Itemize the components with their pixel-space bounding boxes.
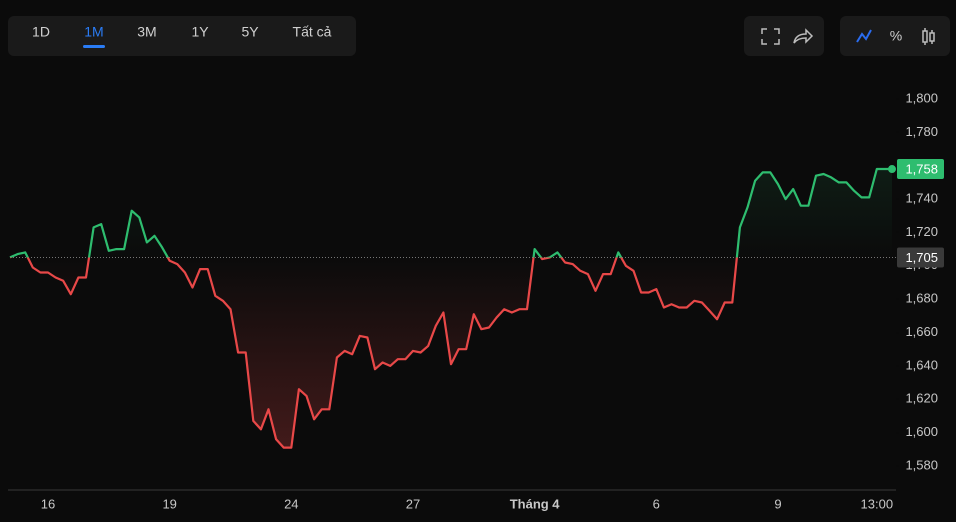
line-view-icon[interactable]	[856, 29, 872, 43]
range-button[interactable]: 3M	[137, 24, 156, 40]
baseline-tag	[897, 247, 944, 268]
baseline-label: 1,705	[905, 250, 938, 265]
x-tick-label: Tháng 4	[510, 496, 561, 511]
y-tick-label: 1,660	[905, 324, 938, 339]
x-tick-label: 13:00	[861, 496, 894, 511]
range-button[interactable]: 5Y	[241, 24, 259, 40]
tools-panel	[744, 16, 824, 56]
range-button[interactable]: Tất cả	[293, 24, 332, 40]
range-buttons: 1D 1M 3M 1Y 5Y Tất cả	[32, 24, 332, 48]
x-tick-label: 16	[41, 496, 55, 511]
x-tick-label: 6	[653, 496, 660, 511]
area	[10, 169, 892, 448]
view-panel	[840, 16, 950, 56]
x-tick-label: 9	[774, 496, 781, 511]
y-tick-label: 1,580	[905, 457, 938, 472]
y-tick-label: 1,720	[905, 224, 938, 239]
x-tick-label: 27	[406, 496, 420, 511]
y-tick-label: 1,640	[905, 357, 938, 372]
y-tick-label: 1,600	[905, 424, 938, 439]
range-button[interactable]: 1Y	[191, 24, 209, 40]
last-value-label: 1,758	[905, 161, 938, 176]
y-tick-label: 1,780	[905, 124, 938, 139]
y-tick-label: 1,740	[905, 190, 938, 205]
x-tick-label: 24	[284, 496, 298, 511]
last-point	[888, 165, 896, 174]
active-underline	[83, 45, 105, 48]
y-tick-label: 1,680	[905, 291, 938, 306]
range-button[interactable]: 1D	[32, 24, 50, 40]
share-icon[interactable]	[793, 28, 814, 44]
fullscreen-icon[interactable]	[761, 28, 780, 45]
y-tick-label: 1,620	[905, 391, 938, 406]
price-line	[9, 167, 892, 449]
candle-icon[interactable]	[922, 28, 935, 45]
last-value-tag	[897, 159, 944, 180]
range-button[interactable]: 1M	[84, 24, 103, 40]
percent-button[interactable]: %	[890, 28, 902, 44]
x-tick-label: 19	[162, 496, 176, 511]
y-tick-label: 1,800	[905, 90, 938, 105]
